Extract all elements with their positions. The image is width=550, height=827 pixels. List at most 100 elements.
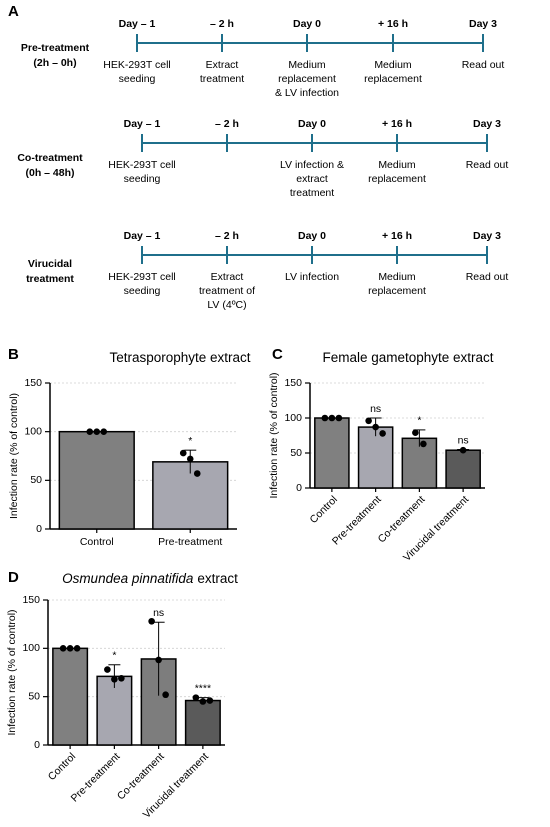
time-label: Day 0 bbox=[293, 18, 321, 30]
event-label: Medium bbox=[378, 271, 416, 283]
y-tick-label: 150 bbox=[24, 377, 42, 389]
event-label: Extract bbox=[211, 271, 244, 283]
significance-label: * bbox=[112, 650, 116, 662]
chart-title-text: Tetrasporophyte extract bbox=[109, 350, 250, 365]
event-label: LV (4ºC) bbox=[207, 299, 246, 311]
event-label: Medium bbox=[288, 59, 326, 71]
significance-label: ns bbox=[153, 607, 164, 619]
data-point bbox=[459, 446, 467, 454]
event-label: replacement bbox=[368, 285, 426, 297]
significance-label: ns bbox=[458, 434, 469, 446]
data-point bbox=[59, 645, 67, 652]
event-label: Read out bbox=[466, 271, 509, 283]
event-label: seeding bbox=[124, 173, 161, 185]
chart-title: Tetrasporophyte extract bbox=[109, 350, 250, 365]
x-tick-label: Control bbox=[80, 536, 114, 548]
data-point bbox=[420, 440, 427, 448]
y-axis-label: Infection rate (% of control) bbox=[268, 372, 280, 498]
data-point bbox=[186, 455, 194, 463]
event-label: Extract bbox=[206, 59, 239, 71]
data-point bbox=[100, 428, 108, 435]
data-point bbox=[192, 694, 200, 701]
data-point bbox=[155, 656, 162, 664]
chart-title-rest: extract bbox=[197, 571, 238, 586]
time-label: + 16 h bbox=[382, 118, 412, 130]
data-point bbox=[111, 675, 118, 683]
event-label: seeding bbox=[119, 73, 156, 85]
time-label: + 16 h bbox=[378, 18, 408, 30]
panel-label: A bbox=[8, 3, 19, 20]
event-label: replacement bbox=[364, 73, 422, 85]
data-point bbox=[412, 429, 419, 437]
y-tick-label: 0 bbox=[296, 482, 302, 494]
event-label: treatment bbox=[200, 73, 244, 85]
data-point bbox=[193, 470, 201, 477]
y-tick-label: 50 bbox=[28, 690, 40, 702]
event-label: seeding bbox=[124, 285, 161, 297]
event-label: Medium bbox=[374, 59, 412, 71]
y-axis-label: Infection rate (% of control) bbox=[6, 609, 18, 735]
significance-label: ns bbox=[370, 403, 381, 415]
event-label: extract bbox=[296, 173, 328, 185]
x-tick-label: Control bbox=[308, 494, 340, 526]
significance-label: * bbox=[417, 415, 421, 427]
event-label: LV infection & bbox=[280, 159, 344, 171]
y-tick-label: 150 bbox=[284, 377, 302, 389]
event-label: Read out bbox=[462, 59, 505, 71]
chart-title: Osmundea pinnatifida extract bbox=[62, 571, 238, 586]
data-point bbox=[73, 645, 81, 652]
y-axis-label: Infection rate (% of control) bbox=[8, 393, 20, 519]
y-tick-label: 0 bbox=[34, 739, 40, 751]
data-point bbox=[328, 414, 336, 422]
event-label: Read out bbox=[466, 159, 509, 171]
time-label: Day – 1 bbox=[124, 230, 161, 242]
y-tick-label: 50 bbox=[290, 447, 302, 459]
time-label: Day 3 bbox=[473, 118, 501, 130]
data-point bbox=[335, 414, 343, 422]
bar bbox=[52, 647, 89, 746]
timeline-title: Virucidal bbox=[28, 258, 72, 270]
event-label: Medium bbox=[378, 159, 416, 171]
data-point bbox=[365, 417, 372, 425]
bar bbox=[314, 417, 350, 489]
panel-label: C bbox=[272, 346, 283, 363]
time-label: – 2 h bbox=[210, 18, 234, 30]
bar bbox=[357, 426, 394, 489]
time-label: Day – 1 bbox=[124, 118, 161, 130]
timeline-title: Pre-treatment bbox=[21, 42, 90, 54]
time-label: – 2 h bbox=[215, 118, 239, 130]
chart-title-italic: Osmundea pinnatifida bbox=[62, 571, 194, 586]
time-label: – 2 h bbox=[215, 230, 239, 242]
time-label: Day 0 bbox=[298, 118, 326, 130]
time-label: + 16 h bbox=[382, 230, 412, 242]
timeline-title: (0h – 48h) bbox=[25, 167, 74, 179]
bar bbox=[445, 449, 481, 489]
timeline-title: (2h – 0h) bbox=[33, 57, 76, 69]
event-label: replacement bbox=[368, 173, 426, 185]
y-tick-label: 100 bbox=[284, 412, 302, 424]
y-tick-label: 100 bbox=[24, 425, 42, 437]
data-point bbox=[206, 697, 214, 704]
bar bbox=[58, 430, 135, 530]
data-point bbox=[162, 691, 169, 699]
time-label: Day – 1 bbox=[119, 18, 156, 30]
y-tick-label: 0 bbox=[36, 523, 42, 535]
data-point bbox=[118, 675, 125, 682]
event-label: treatment of bbox=[199, 285, 255, 297]
bar bbox=[184, 699, 221, 746]
event-label: LV infection bbox=[285, 271, 339, 283]
event-label: & LV infection bbox=[275, 87, 339, 99]
panel-label: B bbox=[8, 346, 19, 363]
time-label: Day 3 bbox=[469, 18, 497, 30]
data-point bbox=[93, 428, 101, 435]
data-point bbox=[104, 666, 111, 673]
x-tick-label: Control bbox=[46, 751, 78, 783]
y-tick-label: 50 bbox=[30, 474, 42, 486]
timeline-title: Co-treatment bbox=[17, 152, 83, 164]
data-point bbox=[372, 423, 379, 431]
x-tick-label: Pre-treatment bbox=[158, 536, 222, 548]
chart-title-text: Female gametophyte extract bbox=[322, 350, 493, 365]
significance-label: **** bbox=[195, 682, 211, 694]
timeline-title: treatment bbox=[26, 273, 74, 285]
